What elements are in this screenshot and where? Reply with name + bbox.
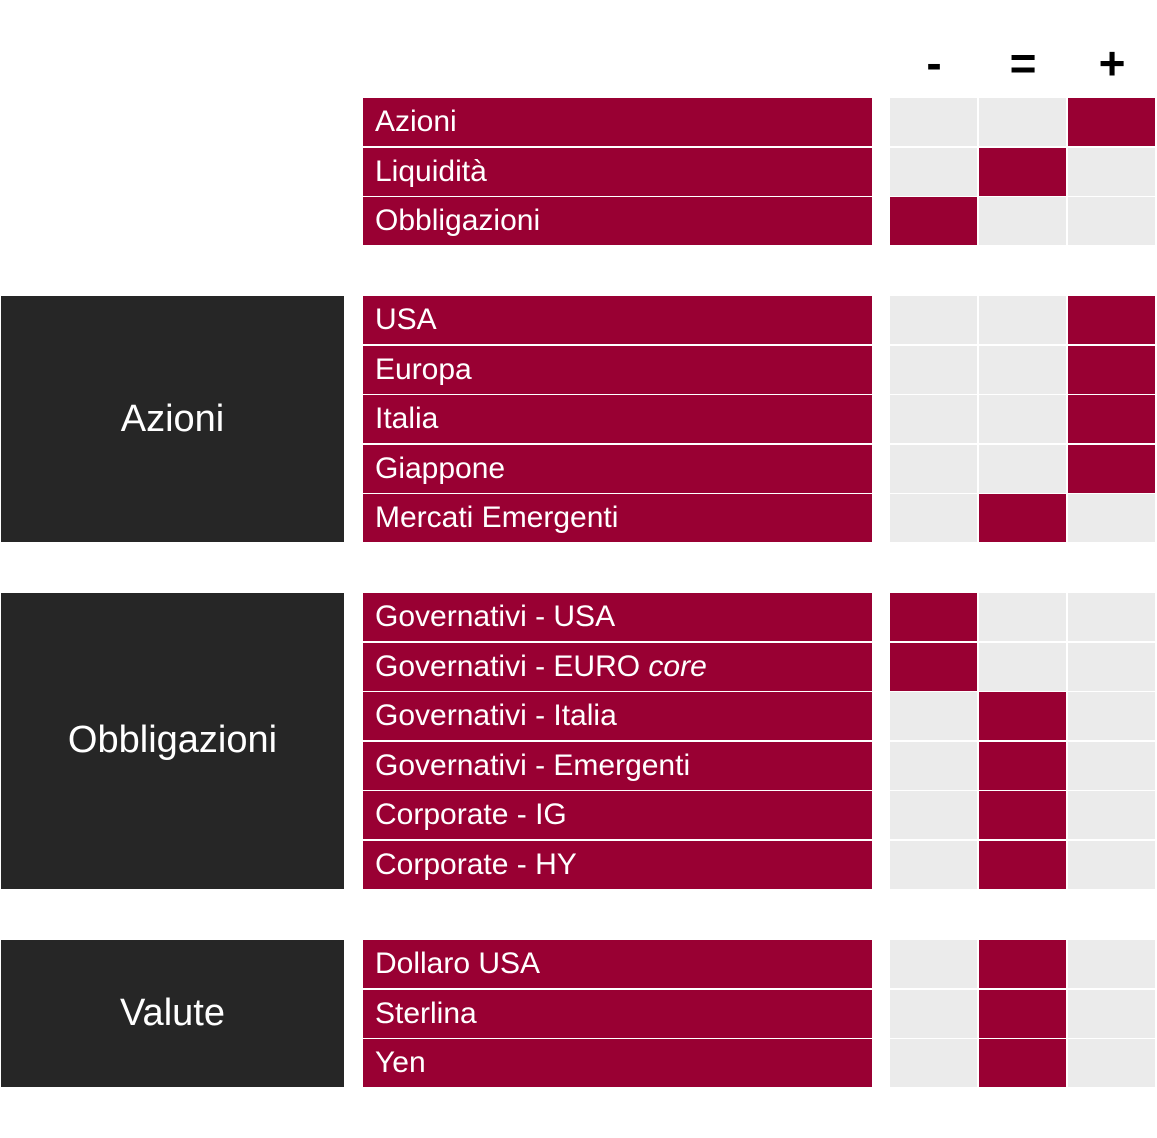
- row-label: Governativi - Emergenti: [363, 741, 872, 790]
- position-cell-active: [890, 197, 977, 245]
- position-cell: [979, 197, 1066, 245]
- position-cell: [979, 593, 1066, 641]
- position-cell: [890, 494, 977, 542]
- group-label: Azioni: [1, 296, 344, 542]
- plus-column-header: +: [1098, 37, 1126, 89]
- position-cell: [890, 345, 977, 394]
- row-label: Sterlina: [363, 989, 872, 1038]
- position-cell-active: [979, 791, 1066, 839]
- position-cell: [1068, 791, 1155, 839]
- position-cell-active: [890, 642, 977, 691]
- position-cell-active: [979, 147, 1066, 196]
- position-cell: [890, 1039, 977, 1087]
- row-label: Italia: [363, 395, 872, 443]
- row-label-text: Governativi - Italia: [375, 699, 617, 732]
- row-label: Liquidità: [363, 147, 872, 196]
- position-cell: [979, 395, 1066, 443]
- position-cell-active: [979, 1039, 1066, 1087]
- position-cell: [1068, 989, 1155, 1038]
- position-cell: [979, 98, 1066, 146]
- row-label: Mercati Emergenti: [363, 494, 872, 542]
- position-cell: [890, 840, 977, 889]
- position-cell: [890, 741, 977, 790]
- minus-column-header: -: [926, 37, 942, 89]
- position-cell: [979, 444, 1066, 493]
- row-label-text: Italia: [375, 402, 439, 435]
- position-cell: [890, 98, 977, 146]
- row-label-text: Governativi - Emergenti: [375, 748, 691, 782]
- position-cell: [890, 395, 977, 443]
- row-label: Europa: [363, 345, 872, 394]
- position-cell: [1068, 197, 1155, 245]
- row-label: Azioni: [363, 98, 872, 146]
- position-cell: [890, 791, 977, 839]
- position-cell-active: [979, 494, 1066, 542]
- row-label-text: Sterlina: [375, 996, 477, 1030]
- row-label: USA: [363, 296, 872, 344]
- row-label-text: Giappone: [375, 451, 506, 485]
- row-label: Giappone: [363, 444, 872, 493]
- position-cell: [1068, 494, 1155, 542]
- position-cell: [890, 296, 977, 344]
- row-label: Governativi - Italia: [363, 692, 872, 740]
- position-cell: [1068, 593, 1155, 641]
- row-label: Governativi - USA: [363, 593, 872, 641]
- position-cell: [890, 444, 977, 493]
- position-cell: [1068, 642, 1155, 691]
- position-cell-active: [979, 741, 1066, 790]
- row-label-text: Europa: [375, 352, 472, 386]
- position-cell: [979, 345, 1066, 394]
- position-cell: [890, 940, 977, 988]
- position-cell: [979, 642, 1066, 691]
- row-label-text: Yen: [375, 1046, 426, 1079]
- position-cell: [1068, 1039, 1155, 1087]
- position-cell-active: [1068, 345, 1155, 394]
- row-label-text: Mercati Emergenti: [375, 501, 619, 534]
- row-label: Corporate - HY: [363, 840, 872, 889]
- position-cell: [890, 692, 977, 740]
- position-cell-active: [1068, 395, 1155, 443]
- position-cell: [1068, 692, 1155, 740]
- row-label-text: Liquidità: [375, 154, 487, 188]
- row-label: Yen: [363, 1039, 872, 1087]
- row-label-text: Corporate - IG: [375, 798, 567, 831]
- row-label-text: Obbligazioni: [375, 204, 541, 237]
- row-label: Corporate - IG: [363, 791, 872, 839]
- group-label: Valute: [1, 940, 344, 1087]
- position-cell-active: [1068, 444, 1155, 493]
- equal-column-header: =: [1009, 37, 1037, 89]
- row-label-text: Corporate - HY: [375, 847, 577, 881]
- row-label-text: USA: [375, 303, 437, 336]
- position-cell-active: [979, 840, 1066, 889]
- row-label: Dollaro USA: [363, 940, 872, 988]
- position-cell: [890, 147, 977, 196]
- position-cell-active: [979, 989, 1066, 1038]
- row-label-text: Governativi - EURO: [375, 649, 649, 683]
- position-cell: [1068, 147, 1155, 196]
- position-cell: [890, 989, 977, 1038]
- position-cell: [1068, 840, 1155, 889]
- position-cell-active: [979, 692, 1066, 740]
- position-cell-active: [1068, 296, 1155, 344]
- row-label: Governativi - EURO core: [363, 642, 872, 691]
- position-cell: [1068, 741, 1155, 790]
- row-label: Obbligazioni: [363, 197, 872, 245]
- group-label: Obbligazioni: [1, 593, 344, 889]
- row-label-italic: core: [648, 649, 707, 683]
- row-label-text: Governativi - USA: [375, 600, 616, 633]
- row-label-text: Azioni: [375, 105, 457, 138]
- position-cell-active: [890, 593, 977, 641]
- position-cell: [1068, 940, 1155, 988]
- position-cell-active: [979, 940, 1066, 988]
- position-cell: [979, 296, 1066, 344]
- row-label-text: Dollaro USA: [375, 947, 541, 980]
- position-cell-active: [1068, 98, 1155, 146]
